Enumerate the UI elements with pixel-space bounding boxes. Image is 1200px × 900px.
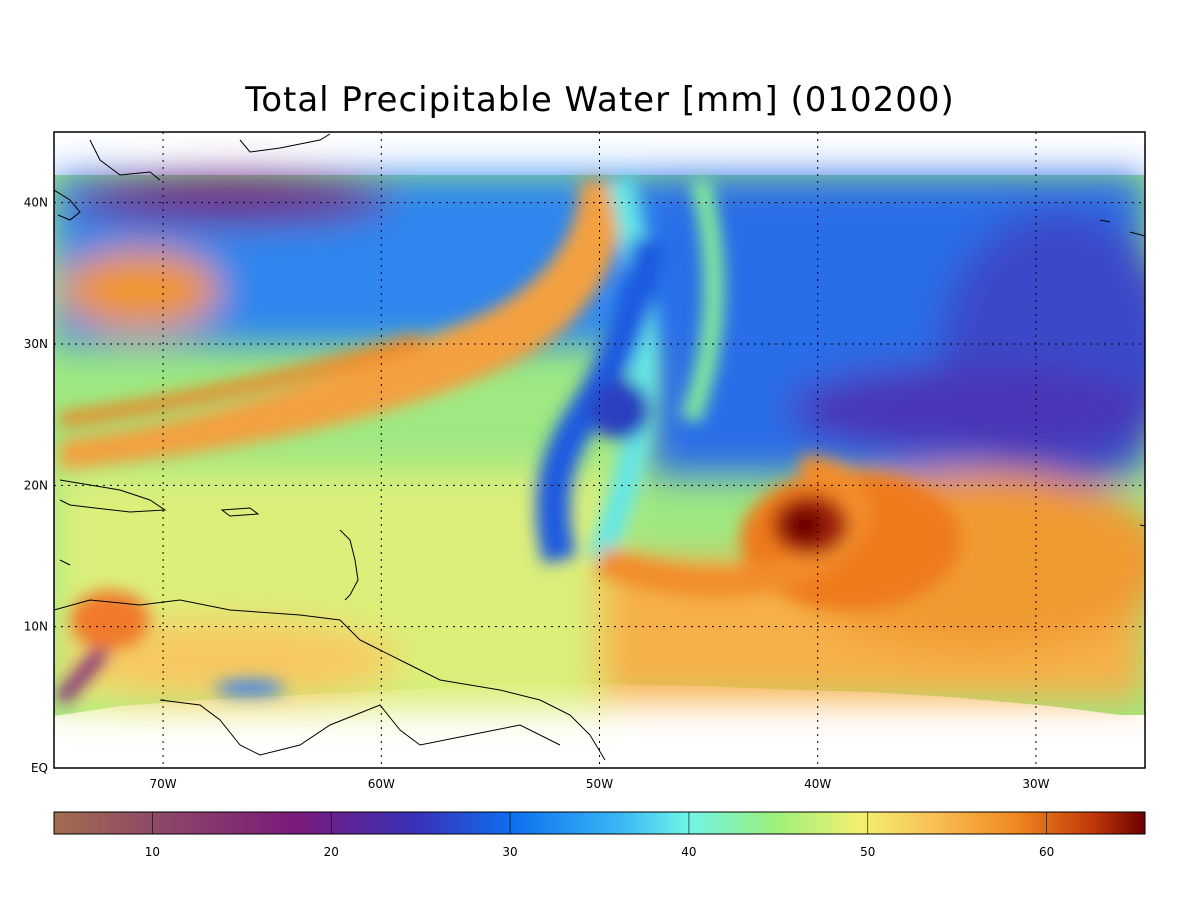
lon-label: 40W [804, 777, 831, 791]
lon-label: 60W [368, 777, 395, 791]
lon-label: 30W [1022, 777, 1049, 791]
lon-label: 50W [586, 777, 613, 791]
graticule [54, 132, 1145, 768]
tpw-field [54, 175, 1145, 716]
colorbar-tick-label: 60 [1039, 845, 1054, 859]
latitude-labels: EQ 10N 20N 30N 40N [24, 196, 48, 775]
lat-label: EQ [31, 761, 48, 775]
coastlines [54, 133, 1145, 761]
longitude-labels: 70W 60W 50W 40W 30W [150, 777, 1050, 791]
colorbar-tick-label: 10 [145, 845, 160, 859]
lon-label: 70W [150, 777, 177, 791]
colorbar-tick-label: 30 [502, 845, 517, 859]
map-title: Total Precipitable Water [mm] (010200) [245, 80, 955, 120]
colorbar [53, 811, 1146, 835]
colorbar-ticks: 10 20 30 40 50 60 [145, 812, 1054, 859]
lat-label: 40N [24, 196, 48, 210]
lat-label: 30N [24, 337, 48, 351]
lat-label: 10N [24, 620, 48, 634]
colorbar-tick-label: 40 [681, 845, 696, 859]
lat-label: 20N [24, 478, 48, 492]
colorbar-tick-label: 20 [324, 845, 339, 859]
colorbar-tick-label: 50 [860, 845, 875, 859]
